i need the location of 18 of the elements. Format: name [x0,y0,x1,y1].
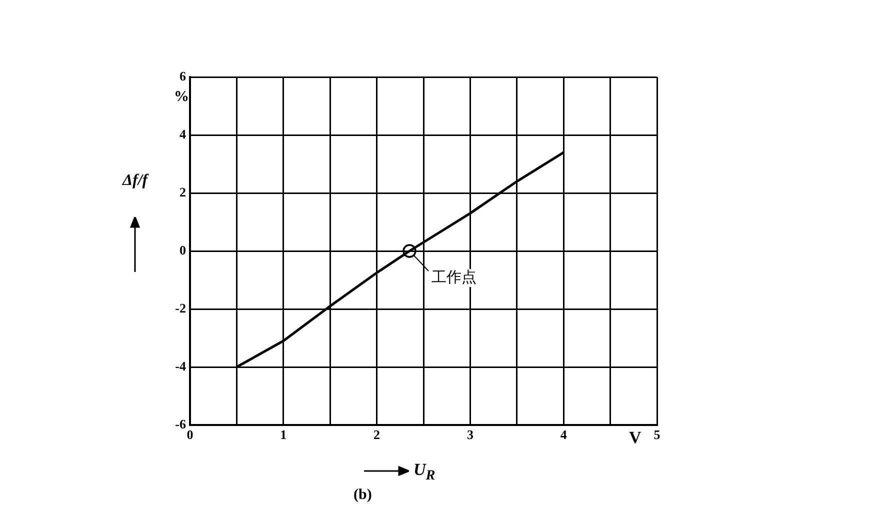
y-tick-label: 0 [180,242,186,258]
text: (b) [354,487,372,504]
y-tick-label: -4 [175,358,186,374]
text: V [629,428,642,448]
text: % [174,89,189,106]
x-axis-title: U$_{R}$ [414,460,436,484]
x-tick-label: 4 [560,427,568,442]
annotation: 工作点 [431,268,476,286]
x-tick-label: 3 [466,427,474,442]
y-tick-label: 6 [180,68,186,84]
y-tick-label: 4 [180,126,186,142]
x-tick-label: 1 [280,427,287,442]
x-tick-label: 2 [374,427,380,442]
y-axis-title: Δf/f [122,172,148,190]
y-tick-label: -2 [175,300,186,316]
x-tick-label: 5 [654,427,661,442]
y-tick-label: -6 [175,416,186,432]
y-tick-label: 2 [180,184,186,200]
